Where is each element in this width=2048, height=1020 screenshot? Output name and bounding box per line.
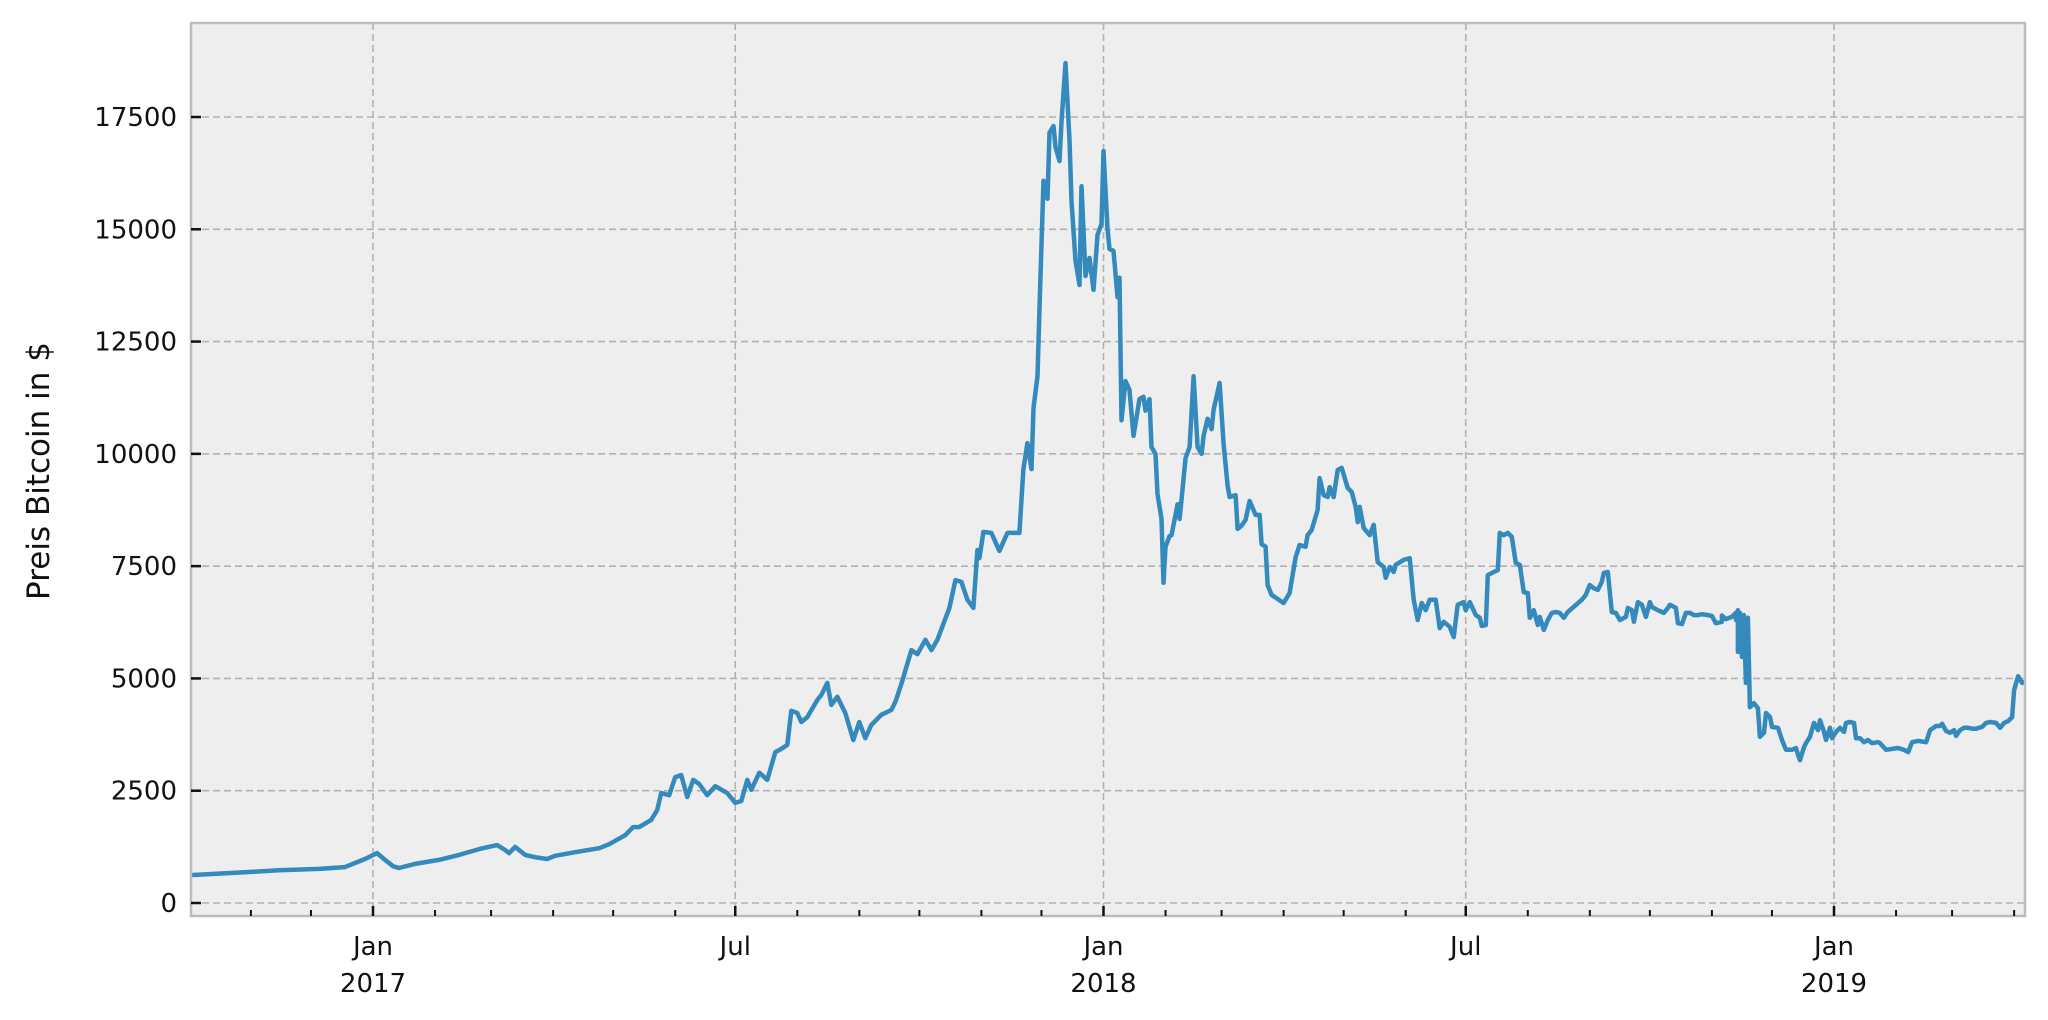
x-tick-label-year: 2017 (340, 969, 406, 999)
y-tick-label: 2500 (111, 777, 177, 807)
x-tick-label-year: 2019 (1801, 969, 1867, 999)
x-tick-label-month: Jan (1081, 932, 1123, 962)
plot-area (191, 23, 2025, 916)
y-tick-label: 17500 (94, 103, 177, 133)
y-tick-label: 0 (160, 889, 177, 919)
y-tick-label: 12500 (94, 328, 177, 358)
y-tick-label: 7500 (111, 552, 177, 582)
x-tick-label-month: Jul (1448, 932, 1481, 962)
y-tick-label: 10000 (94, 440, 177, 470)
x-axis: Jan 2017 Jul Jan 2018 Jul Jan 2019 (249, 906, 2016, 999)
x-tick-label-month: Jan (351, 932, 393, 962)
y-axis-label: Preis Bitcoin in $ (21, 342, 57, 600)
x-tick-label-year: 2018 (1070, 969, 1136, 999)
x-tick-label-month: Jul (718, 932, 751, 962)
y-axis: 0 2500 5000 7500 10000 12500 15000 17500 (94, 103, 201, 919)
plot-frame (189, 21, 2027, 918)
x-tick-label-month: Jan (1812, 932, 1854, 962)
y-tick-label: 5000 (111, 664, 177, 694)
y-tick-label: 15000 (94, 215, 177, 245)
price-line (191, 60, 2025, 878)
